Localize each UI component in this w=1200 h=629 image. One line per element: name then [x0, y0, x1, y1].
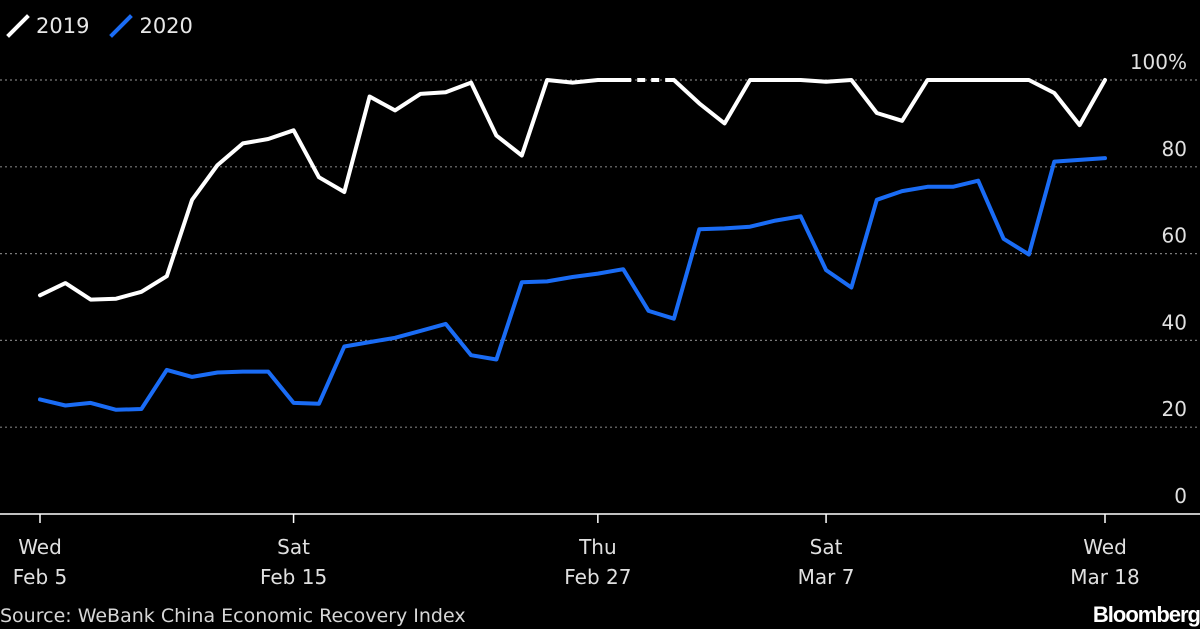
y-tick-label-40: 40 [1162, 310, 1187, 334]
legend-swatch-2020 [109, 14, 134, 38]
source-note: Source: WeBank China Economic Recovery I… [0, 605, 466, 627]
x-tick-label-date-0: Feb 5 [13, 565, 68, 589]
x-tick-label-day-0: Wed [18, 535, 62, 559]
x-tick-label-date-1: Feb 15 [260, 565, 327, 589]
legend-label-2020: 2020 [139, 14, 193, 38]
x-tick-label-date-2: Feb 27 [564, 565, 631, 589]
x-tick-label-day-4: Wed [1083, 535, 1127, 559]
legend: 2019 2020 [6, 14, 213, 38]
x-tick-label-day-1: Sat [277, 535, 310, 559]
x-tick-label-day-3: Sat [810, 535, 843, 559]
y-tick-label-100: 100% [1130, 50, 1187, 74]
series-lines [38, 78, 1107, 412]
y-tick-label-60: 60 [1162, 224, 1187, 248]
x-tick-label-date-3: Mar 7 [798, 565, 855, 589]
series-line-2019-seg1 [671, 78, 1107, 128]
bloomberg-logo: Bloomberg [1092, 602, 1200, 627]
series-line-2020 [38, 156, 1107, 412]
legend-label-2019: 2019 [36, 14, 90, 38]
legend-item-2019: 2019 [6, 14, 89, 38]
y-tick-label-20: 20 [1162, 397, 1187, 421]
legend-item-2020: 2020 [109, 14, 193, 38]
series-line-2019-seg0 [38, 78, 626, 302]
x-tick-label-date-4: Mar 18 [1070, 565, 1140, 589]
axes: 100% 80 60 40 20 0 Wed Feb 5 Sat Feb 15 Thu Feb 27 S… [0, 50, 1200, 589]
legend-swatch-2019 [6, 14, 30, 38]
x-tick-label-day-2: Thu [578, 535, 617, 559]
y-tick-label-0: 0 [1174, 484, 1187, 508]
y-tick-label-80: 80 [1162, 137, 1187, 161]
